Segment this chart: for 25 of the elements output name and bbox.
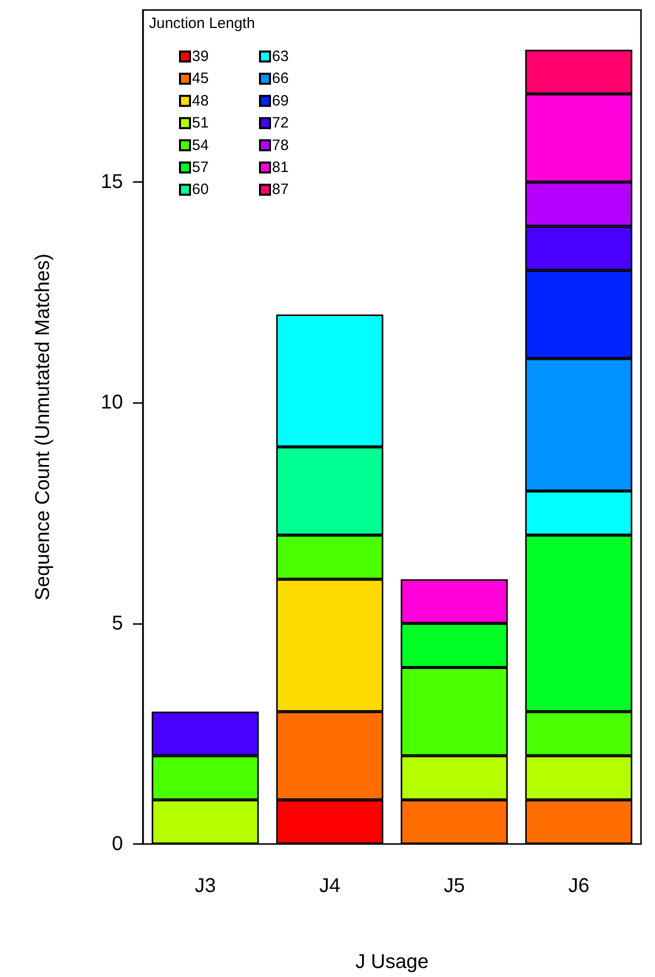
y-tick-label: 5 xyxy=(112,612,123,634)
legend-label: 87 xyxy=(272,181,289,198)
legend-label: 39 xyxy=(192,48,209,65)
legend-label: 48 xyxy=(192,92,209,110)
legend-label: 60 xyxy=(192,181,209,198)
x-tick-label: J4 xyxy=(319,875,340,897)
legend-label: 54 xyxy=(192,136,209,154)
x-tick-label: J5 xyxy=(444,875,465,897)
x-axis-title: J Usage xyxy=(355,951,429,973)
legend-label: 81 xyxy=(272,159,289,176)
legend-label: 57 xyxy=(192,159,209,176)
x-tick-label: J6 xyxy=(568,875,590,897)
legend-label: 45 xyxy=(192,70,209,88)
y-tick-label: 15 xyxy=(100,171,123,194)
y-tick-label: 0 xyxy=(112,833,123,855)
legend-label: 78 xyxy=(272,136,289,154)
legend-title: Junction Length xyxy=(149,15,255,32)
y-axis-title: Sequence Count (Unmutated Matches) xyxy=(32,254,54,600)
y-tick-label: 10 xyxy=(100,392,123,414)
legend-label: 66 xyxy=(272,70,289,88)
legend-label: 72 xyxy=(272,114,289,132)
legend-label: 51 xyxy=(192,114,209,132)
x-tick-label: J3 xyxy=(194,875,216,897)
legend-label: 69 xyxy=(272,92,289,110)
legend-label: 63 xyxy=(272,48,289,65)
